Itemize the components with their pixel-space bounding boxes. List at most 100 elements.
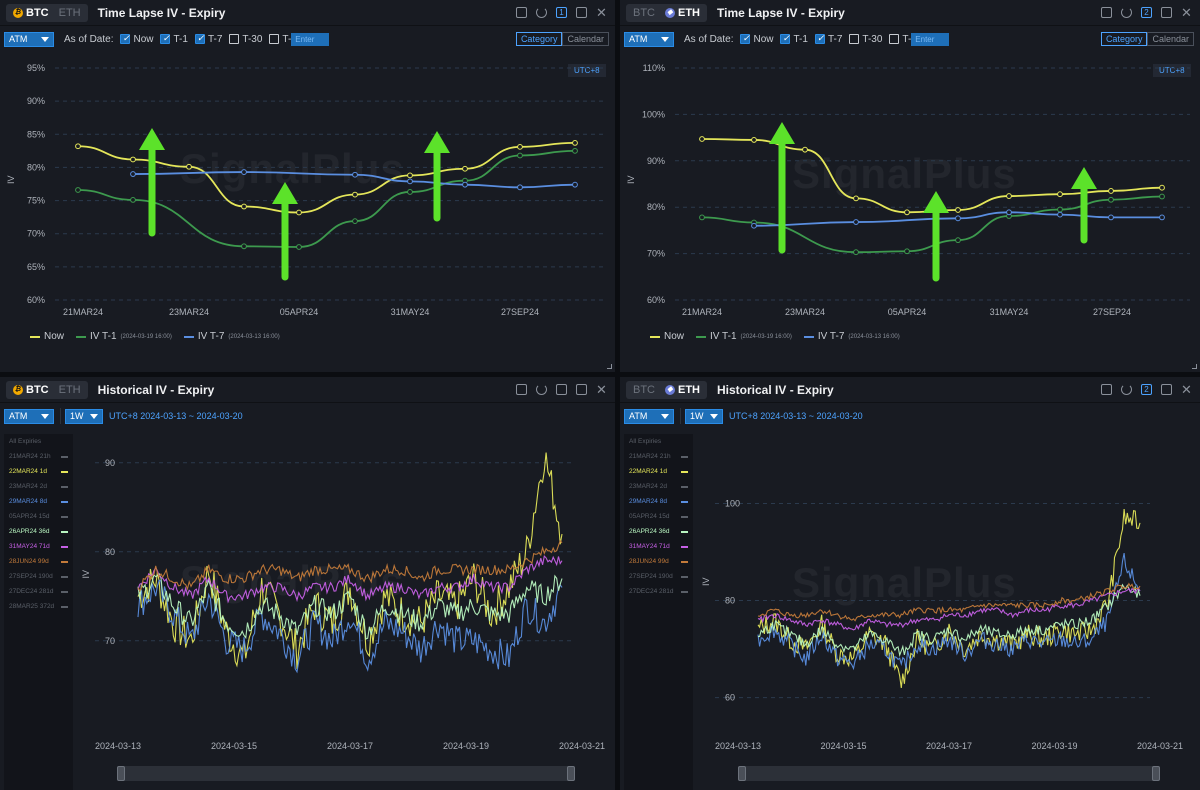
- folder-icon[interactable]: [556, 384, 567, 395]
- expiry-item[interactable]: 21MAR24 21h: [4, 449, 73, 464]
- expiry-item[interactable]: 29MAR24 8d: [4, 494, 73, 509]
- expiry-item[interactable]: 22MAR24 1d: [4, 464, 73, 479]
- expiry-item[interactable]: 26APR24 36d: [624, 524, 693, 539]
- expiry-item[interactable]: 23MAR24 2d: [624, 479, 693, 494]
- coin-btc[interactable]: BTC: [633, 383, 655, 396]
- period-select[interactable]: 1W: [65, 408, 103, 424]
- expiry-item[interactable]: 29MAR24 8d: [624, 494, 693, 509]
- legend-t7[interactable]: IV T-7 (2024-03-13 16:00): [183, 331, 280, 342]
- coin-toggle[interactable]: BTC ◆ ETH: [626, 3, 707, 22]
- expiry-item[interactable]: 28JUN24 99d: [4, 554, 73, 569]
- coin-toggle[interactable]: BTC ◆ ETH: [626, 380, 707, 399]
- expiry-item[interactable]: 27SEP24 190d: [624, 569, 693, 584]
- time-range-scrollbar[interactable]: [738, 766, 1160, 781]
- toolbar: ATM 1W UTC+8 2024-03-13 ~ 2024-03-20: [620, 405, 1200, 427]
- y-tick-label: 70: [105, 636, 115, 646]
- y-tick-label: 80: [725, 596, 735, 606]
- data-point: [699, 136, 705, 142]
- window-number-badge[interactable]: 1: [556, 7, 567, 18]
- duplicate-icon[interactable]: [576, 7, 587, 18]
- checkbox-t1[interactable]: T-1: [160, 33, 188, 45]
- scrollbar-left-handle[interactable]: [117, 766, 125, 781]
- expiry-item[interactable]: 26APR24 36d: [4, 524, 73, 539]
- popout-icon[interactable]: [1101, 384, 1112, 395]
- expiry-item[interactable]: 31MAY24 71d: [624, 539, 693, 554]
- checkbox-t7[interactable]: T-7: [814, 33, 842, 45]
- expiry-item[interactable]: 27DEC24 281d: [4, 584, 73, 599]
- close-icon[interactable]: ✕: [596, 382, 607, 397]
- legend-now[interactable]: Now: [650, 331, 684, 342]
- expiry-list: All Expiries 21MAR24 21h 22MAR24 1d 23MAR24…: [624, 434, 693, 790]
- legend-t1[interactable]: IV T-1 (2024-03-19 16:00): [76, 331, 172, 342]
- expiry-item[interactable]: 31MAY24 71d: [4, 539, 73, 554]
- custom-t-input[interactable]: Enter: [291, 32, 330, 46]
- close-icon[interactable]: ✕: [1181, 5, 1192, 20]
- checkbox-t1[interactable]: T-1: [780, 33, 808, 45]
- legend-t7[interactable]: IV T-7 (2024-03-13 16:00): [803, 331, 900, 342]
- series-line-29mar24-8d: [137, 579, 563, 674]
- refresh-icon[interactable]: [536, 7, 547, 18]
- coin-eth[interactable]: ETH: [58, 383, 81, 396]
- expiry-all[interactable]: All Expiries: [624, 434, 693, 449]
- expiry-item[interactable]: 22MAR24 1d: [624, 464, 693, 479]
- coin-btc[interactable]: ₿ BTC: [13, 383, 49, 396]
- popout-icon[interactable]: [516, 7, 527, 18]
- checkbox-t30[interactable]: T-30: [849, 34, 882, 45]
- expiry-item[interactable]: 05APR24 15d: [4, 509, 73, 524]
- checkbox-now[interactable]: Now: [740, 33, 773, 45]
- popout-icon[interactable]: [516, 384, 527, 395]
- expiry-color-swatch: [61, 606, 68, 608]
- tab-category[interactable]: Category: [515, 32, 563, 46]
- window-number-badge[interactable]: 2: [1141, 7, 1152, 18]
- scrollbar-right-handle[interactable]: [567, 766, 575, 781]
- period-select[interactable]: 1W: [685, 408, 723, 424]
- time-range-scrollbar[interactable]: [117, 766, 575, 781]
- refresh-icon[interactable]: [1121, 384, 1132, 395]
- expiry-item[interactable]: 27SEP24 190d: [4, 569, 73, 584]
- legend-now[interactable]: Now: [30, 331, 64, 342]
- checkbox-now[interactable]: Now: [120, 33, 153, 45]
- expiry-item[interactable]: 21MAR24 21h: [624, 449, 693, 464]
- popout-icon[interactable]: [1101, 7, 1112, 18]
- expiry-item[interactable]: 05APR24 15d: [624, 509, 693, 524]
- window-number-badge[interactable]: 2: [1141, 384, 1152, 395]
- resize-handle[interactable]: [607, 364, 612, 369]
- moneyness-select[interactable]: ATM: [4, 408, 54, 424]
- expiry-item[interactable]: 28MAR25 372d: [4, 599, 73, 614]
- scrollbar-right-handle[interactable]: [1152, 766, 1160, 781]
- tab-category[interactable]: Category: [1100, 32, 1148, 46]
- tab-calendar[interactable]: Calendar: [562, 32, 609, 46]
- expiry-item[interactable]: 28JUN24 99d: [624, 554, 693, 569]
- coin-eth[interactable]: ETH: [58, 6, 81, 19]
- series-line-26apr24-36d: [137, 572, 563, 640]
- refresh-icon[interactable]: [536, 384, 547, 395]
- moneyness-select[interactable]: ATM: [624, 408, 674, 424]
- legend-t1[interactable]: IV T-1 (2024-03-19 16:00): [696, 331, 792, 342]
- expiry-all[interactable]: All Expiries: [4, 434, 73, 449]
- coin-eth[interactable]: ◆ ETH: [660, 382, 705, 398]
- refresh-icon[interactable]: [1121, 7, 1132, 18]
- resize-handle[interactable]: [1192, 364, 1197, 369]
- tab-calendar[interactable]: Calendar: [1147, 32, 1194, 46]
- coin-btc[interactable]: ₿ BTC: [13, 6, 49, 19]
- checkbox-t7[interactable]: T-7: [194, 33, 222, 45]
- coin-toggle[interactable]: ₿ BTC ETH: [6, 3, 88, 22]
- duplicate-icon[interactable]: [1161, 384, 1172, 395]
- coin-eth[interactable]: ◆ ETH: [660, 5, 705, 21]
- coin-toggle[interactable]: ₿ BTC ETH: [6, 380, 88, 399]
- expiry-item[interactable]: 23MAR24 2d: [4, 479, 73, 494]
- duplicate-icon[interactable]: [576, 384, 587, 395]
- y-tick-label: 100%: [642, 109, 665, 119]
- checkbox-t-custom[interactable]: T-: [889, 34, 911, 45]
- coin-btc[interactable]: BTC: [633, 6, 655, 19]
- custom-t-input[interactable]: Enter: [911, 32, 950, 46]
- close-icon[interactable]: ✕: [596, 5, 607, 20]
- moneyness-select[interactable]: ATM: [624, 31, 674, 47]
- moneyness-select[interactable]: ATM: [4, 31, 54, 47]
- close-icon[interactable]: ✕: [1181, 382, 1192, 397]
- expiry-item[interactable]: 27DEC24 281d: [624, 584, 693, 599]
- duplicate-icon[interactable]: [1161, 7, 1172, 18]
- checkbox-t-custom[interactable]: T-: [269, 34, 291, 45]
- checkbox-t30[interactable]: T-30: [229, 34, 262, 45]
- scrollbar-left-handle[interactable]: [738, 766, 746, 781]
